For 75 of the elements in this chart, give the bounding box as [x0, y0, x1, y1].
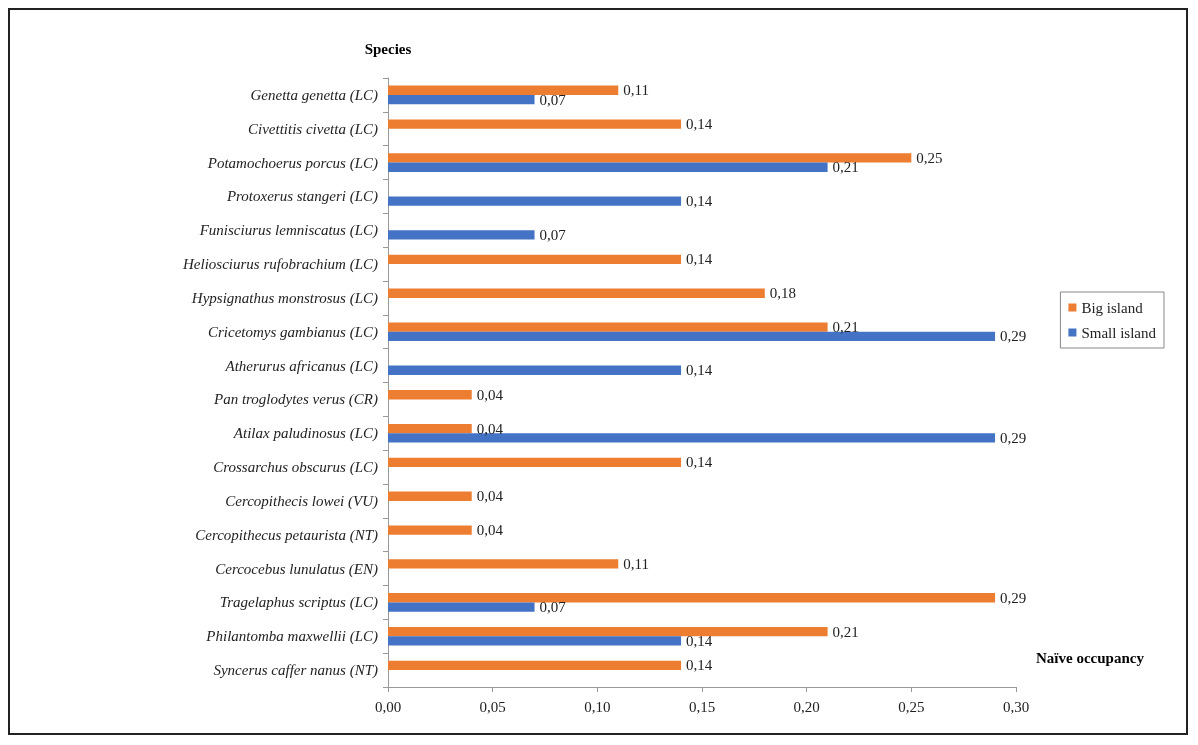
bar [388, 390, 472, 400]
x-tick-label: 0,30 [1002, 698, 1030, 715]
data-label: 0,04 [476, 522, 504, 539]
y-tick-label: Atherurus africanus (LC) [224, 357, 378, 375]
y-tick-label: Hypsignathus monstrosus (LC) [190, 289, 378, 307]
y-tick-label: Crossarchus obscurus (LC) [213, 459, 378, 477]
data-label: 0,07 [539, 91, 567, 108]
bar [388, 602, 535, 612]
y-tick-label: Cercocebus lunulatus (EN) [215, 560, 378, 578]
x-axis-title: Naïve occupancy [1036, 649, 1145, 666]
y-tick-label: Cercopithecis lowei (VU) [225, 492, 378, 510]
data-label: 0,14 [686, 251, 713, 268]
data-label: 0,04 [476, 386, 504, 403]
bar [388, 196, 682, 206]
data-label: 0,11 [623, 82, 649, 99]
bar [388, 288, 765, 298]
bar [388, 322, 828, 332]
x-tick-label: 0,15 [688, 698, 716, 715]
bar [388, 94, 535, 105]
data-label: 0,14 [686, 657, 713, 674]
bar [388, 457, 682, 468]
data-label: 0,04 [476, 420, 504, 437]
y-tick-label: Protoxerus stangeri (LC) [225, 188, 378, 206]
x-tick-label: 0,10 [584, 698, 611, 715]
bar [388, 636, 682, 646]
bar [388, 660, 682, 671]
y-tick-label: Atilax paludinosus (LC) [232, 425, 378, 443]
bar [388, 423, 472, 434]
data-label: 0,21 [832, 159, 859, 176]
x-tick-label: 0,20 [793, 698, 820, 715]
y-tick-label: Potamochoerus porcus (LC) [206, 154, 378, 172]
bar [388, 119, 682, 129]
legend-label: Small island [1081, 324, 1157, 341]
data-label: 0,29 [1000, 328, 1027, 345]
x-tick-label: 0,00 [374, 698, 402, 715]
data-label: 0,21 [832, 623, 859, 640]
y-tick-label: Cercopithecus petaurista (NT) [195, 526, 378, 544]
bar [388, 491, 472, 501]
data-label: 0,14 [686, 632, 713, 649]
y-tick-label: Cricetomys gambianus (LC) [208, 323, 378, 341]
bar [388, 85, 619, 95]
y-tick-label: Genetta genetta (LC) [250, 86, 378, 104]
data-label: 0,21 [832, 319, 859, 336]
bar [388, 153, 912, 163]
data-label: 0,14 [686, 193, 713, 210]
y-axis-title: Species [364, 40, 412, 57]
bar [388, 626, 828, 637]
data-label: 0,29 [1000, 429, 1027, 446]
bar [388, 254, 682, 265]
y-tick-label: Syncerus caffer nanus (NT) [213, 662, 378, 680]
data-label: 0,07 [539, 226, 567, 243]
y-tick-label: Tragelaphus scriptus (LC) [219, 594, 378, 612]
y-tick-label: Funisciurus lemniscatus (LC) [198, 222, 378, 240]
data-label: 0,14 [686, 116, 713, 133]
bar [388, 593, 996, 603]
bar [388, 365, 682, 375]
data-label: 0,25 [916, 149, 943, 166]
bar [388, 559, 619, 569]
data-label: 0,18 [769, 285, 797, 302]
x-tick-label: 0,05 [479, 698, 506, 715]
bar [388, 162, 828, 172]
data-label: 0,29 [1000, 589, 1027, 606]
y-tick-label: Heliosciurus rufobrachium (LC) [182, 256, 378, 274]
bar [388, 525, 472, 535]
data-label: 0,11 [623, 555, 649, 572]
data-label: 0,07 [539, 599, 567, 616]
y-tick-label: Civettitis civetta (LC) [248, 120, 378, 138]
data-label: 0,14 [686, 454, 713, 471]
x-tick-label: 0,25 [898, 698, 925, 715]
data-label: 0,14 [686, 362, 713, 379]
data-label: 0,04 [476, 488, 504, 505]
y-tick-label: Pan troglodytes verus (CR) [213, 391, 378, 409]
y-tick-label: Philantomba maxwellii (LC) [205, 628, 378, 646]
bar [388, 230, 535, 240]
legend-label: Big island [1081, 299, 1144, 316]
